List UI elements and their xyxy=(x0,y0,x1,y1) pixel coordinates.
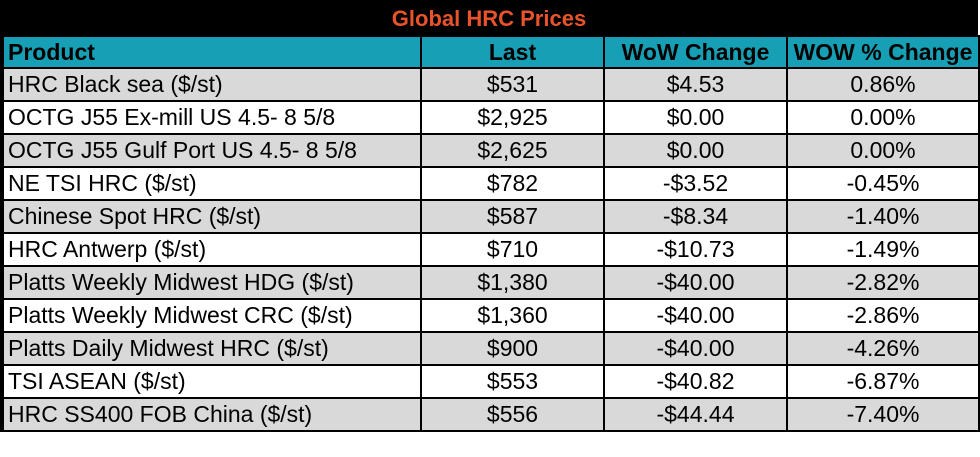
cell-product: OCTG J55 Ex-mill US 4.5- 8 5/8 xyxy=(2,100,422,135)
price-table: Product Last WoW Change WOW % Change HRC… xyxy=(2,35,980,432)
cell-last: $900 xyxy=(420,331,605,366)
cell-product: Chinese Spot HRC ($/st) xyxy=(2,199,422,234)
cell-wow-change: -$40.00 xyxy=(603,298,788,333)
cell-wow-change: -$40.00 xyxy=(603,265,788,300)
cell-wow-pct: 0.00% xyxy=(786,133,980,168)
table-row: Platts Weekly Midwest HDG ($/st) $1,380 … xyxy=(2,265,980,300)
cell-wow-change: -$3.52 xyxy=(603,166,788,201)
cell-wow-change: $4.53 xyxy=(603,67,788,102)
cell-wow-pct: 0.00% xyxy=(786,100,980,135)
header-last: Last xyxy=(420,35,605,69)
header-row: Product Last WoW Change WOW % Change xyxy=(2,35,980,69)
cell-product: NE TSI HRC ($/st) xyxy=(2,166,422,201)
cell-wow-change: $0.00 xyxy=(603,100,788,135)
cell-product: Platts Weekly Midwest CRC ($/st) xyxy=(2,298,422,333)
cell-last: $1,380 xyxy=(420,265,605,300)
cell-wow-pct: -6.87% xyxy=(786,364,980,399)
cell-wow-pct: 0.86% xyxy=(786,67,980,102)
cell-last: $1,360 xyxy=(420,298,605,333)
cell-wow-pct: -2.86% xyxy=(786,298,980,333)
header-wow-change: WoW Change xyxy=(603,35,788,69)
table-row: TSI ASEAN ($/st) $553 -$40.82 -6.87% xyxy=(2,364,980,399)
cell-wow-change: -$40.82 xyxy=(603,364,788,399)
cell-last: $587 xyxy=(420,199,605,234)
cell-last: $2,625 xyxy=(420,133,605,168)
table-row: OCTG J55 Ex-mill US 4.5- 8 5/8 $2,925 $0… xyxy=(2,100,980,135)
cell-product: HRC SS400 FOB China ($/st) xyxy=(2,397,422,432)
cell-product: Platts Daily Midwest HRC ($/st) xyxy=(2,331,422,366)
cell-wow-pct: -4.26% xyxy=(786,331,980,366)
cell-product: Platts Weekly Midwest HDG ($/st) xyxy=(2,265,422,300)
cell-product: OCTG J55 Gulf Port US 4.5- 8 5/8 xyxy=(2,133,422,168)
table-row: Chinese Spot HRC ($/st) $587 -$8.34 -1.4… xyxy=(2,199,980,234)
cell-wow-change: $0.00 xyxy=(603,133,788,168)
cell-last: $2,925 xyxy=(420,100,605,135)
cell-wow-pct: -1.49% xyxy=(786,232,980,267)
header-product: Product xyxy=(2,35,422,69)
cell-wow-pct: -0.45% xyxy=(786,166,980,201)
table-title: Global HRC Prices xyxy=(2,2,978,35)
table-row: HRC SS400 FOB China ($/st) $556 -$44.44 … xyxy=(2,397,980,432)
cell-product: TSI ASEAN ($/st) xyxy=(2,364,422,399)
table-row: HRC Antwerp ($/st) $710 -$10.73 -1.49% xyxy=(2,232,980,267)
cell-wow-pct: -7.40% xyxy=(786,397,980,432)
table-row: NE TSI HRC ($/st) $782 -$3.52 -0.45% xyxy=(2,166,980,201)
cell-last: $553 xyxy=(420,364,605,399)
cell-product: HRC Black sea ($/st) xyxy=(2,67,422,102)
table-row: OCTG J55 Gulf Port US 4.5- 8 5/8 $2,625 … xyxy=(2,133,980,168)
cell-last: $782 xyxy=(420,166,605,201)
cell-wow-change: -$10.73 xyxy=(603,232,788,267)
price-table-sheet: Global HRC Prices Product Last WoW Chang… xyxy=(0,0,980,432)
cell-last: $710 xyxy=(420,232,605,267)
cell-last: $556 xyxy=(420,397,605,432)
table-row: HRC Black sea ($/st) $531 $4.53 0.86% xyxy=(2,67,980,102)
cell-wow-change: -$8.34 xyxy=(603,199,788,234)
cell-wow-change: -$40.00 xyxy=(603,331,788,366)
header-wow-pct: WOW % Change xyxy=(786,35,980,69)
cell-wow-change: -$44.44 xyxy=(603,397,788,432)
cell-product: HRC Antwerp ($/st) xyxy=(2,232,422,267)
cell-last: $531 xyxy=(420,67,605,102)
cell-wow-pct: -1.40% xyxy=(786,199,980,234)
cell-wow-pct: -2.82% xyxy=(786,265,980,300)
table-row: Platts Daily Midwest HRC ($/st) $900 -$4… xyxy=(2,331,980,366)
table-row: Platts Weekly Midwest CRC ($/st) $1,360 … xyxy=(2,298,980,333)
